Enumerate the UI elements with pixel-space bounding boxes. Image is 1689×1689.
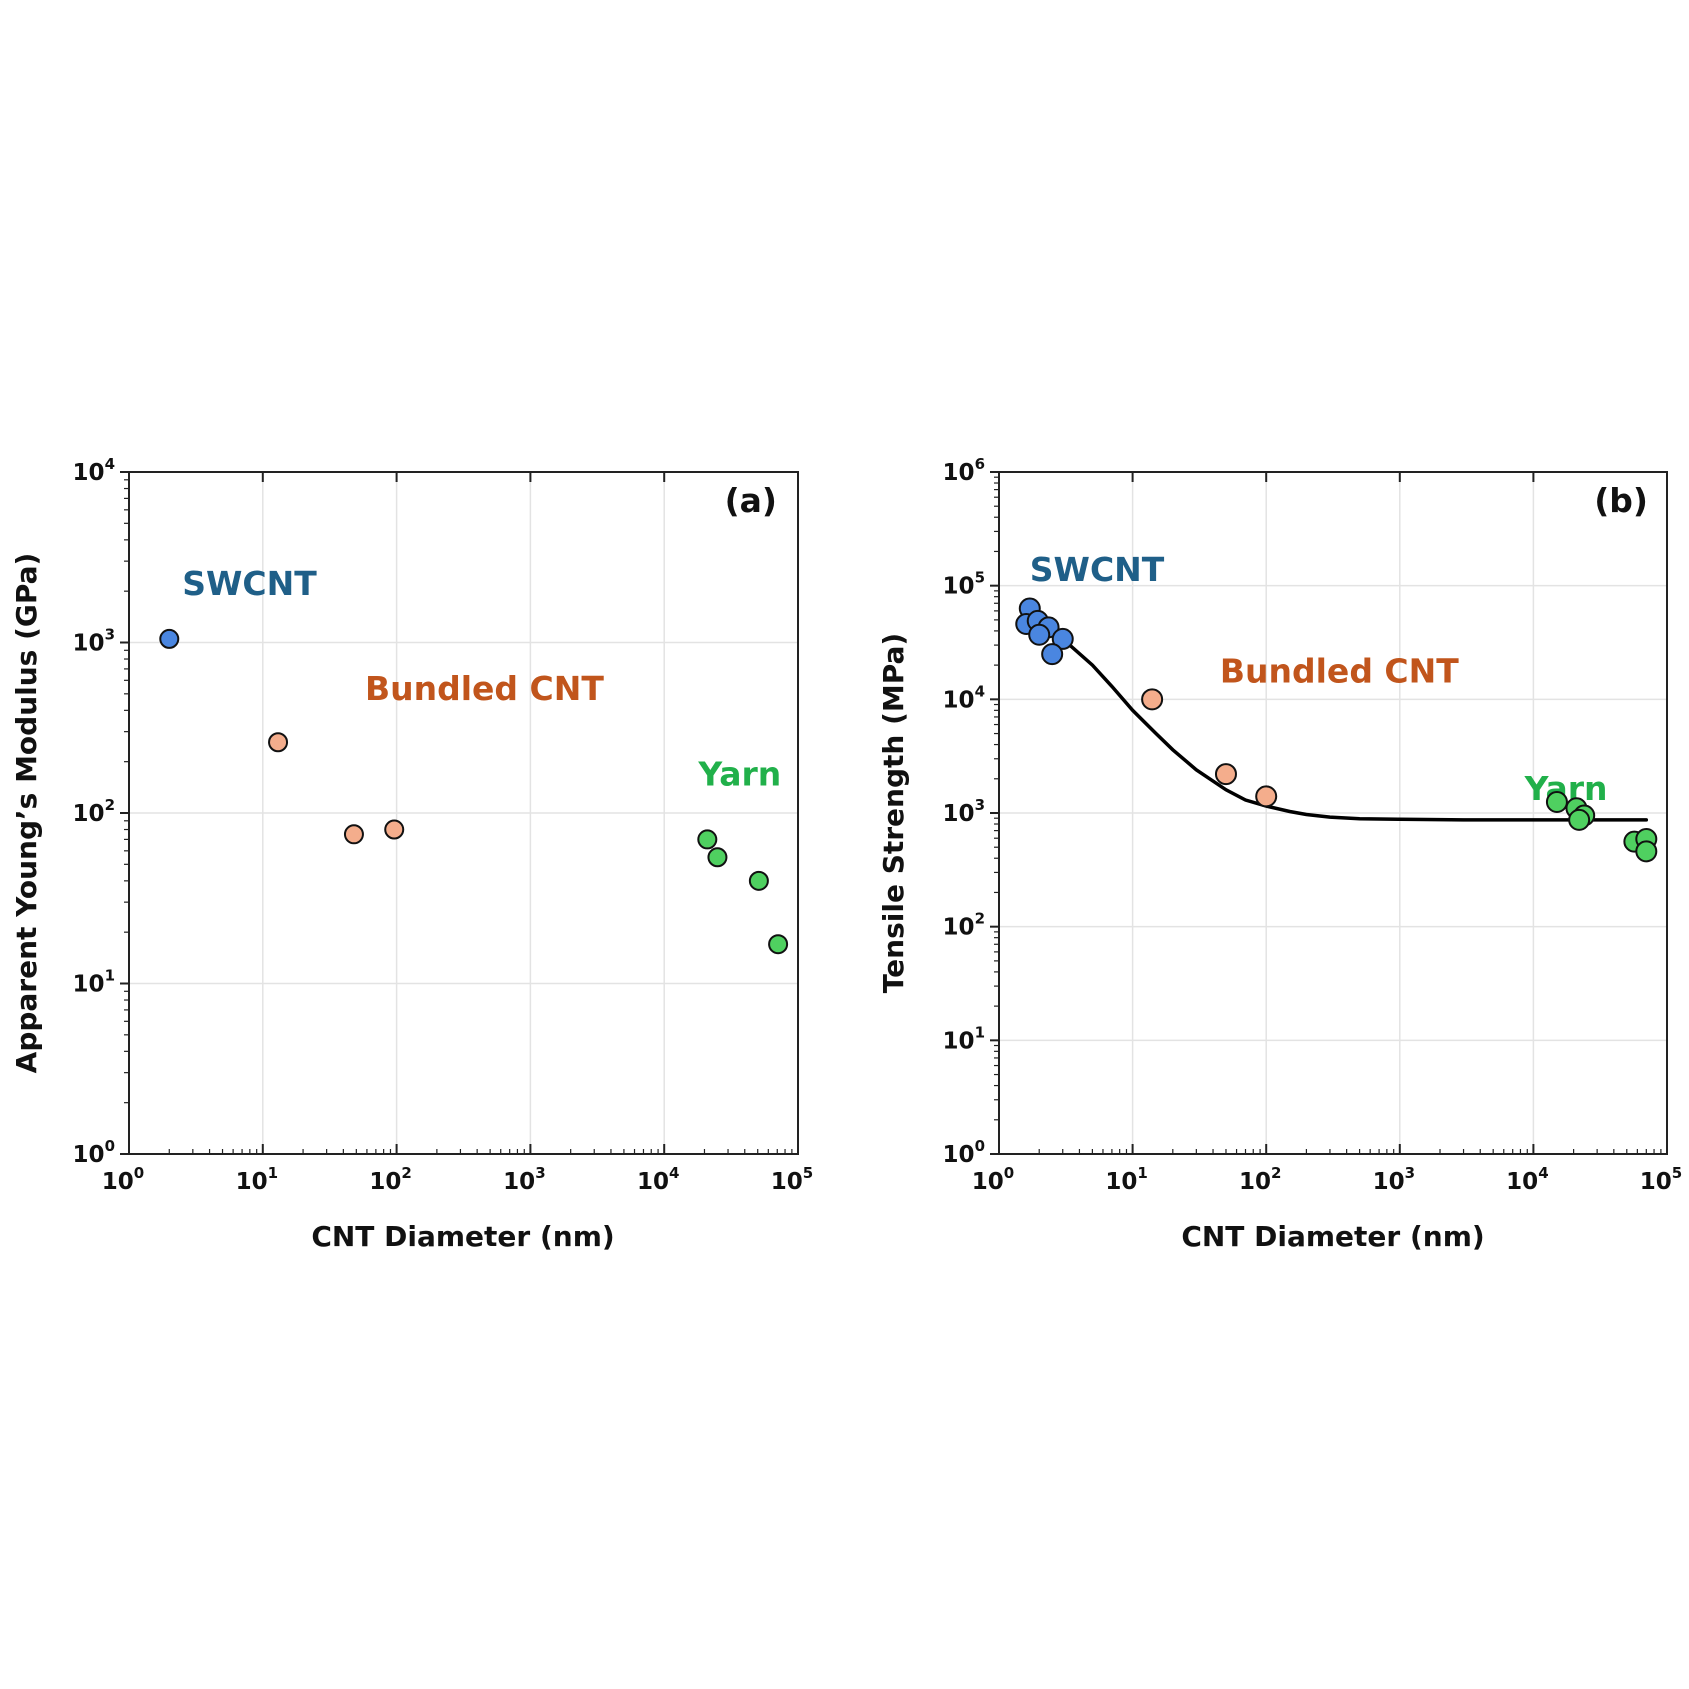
panel-a-y-tick-label-1: 101: [73, 967, 115, 998]
panel-b-data-points: [1015, 597, 1658, 863]
panel-b-x-tick-label-2: 102: [1239, 1164, 1281, 1195]
panel-b-point-swcnt-5: [1051, 627, 1074, 650]
panel-b-y-ticks: 100 101 102 103 104 105 106: [943, 455, 999, 1168]
panel-a-label-bundled-cnt: Bundled CNT: [365, 669, 604, 708]
panel-b-y-tick-label-2: 102: [943, 910, 985, 941]
panel-a-label-yarn: Yarn: [697, 754, 781, 793]
panel-a-point-bundled-cnt-0: [268, 732, 289, 753]
panel-a-y-tick-label-3: 103: [73, 626, 115, 657]
panel-b-group-labels: SWCNT Bundled CNT Yarn: [1030, 550, 1608, 808]
panel-a-data-points: [159, 628, 789, 955]
panel-a-point-yarn-3: [768, 934, 789, 955]
panel-b-point-bundled-cnt-2: [1255, 785, 1278, 808]
panel-b-y-tick-label-0: 100: [943, 1137, 985, 1168]
panel-a-y-tick-label-2: 102: [73, 796, 115, 827]
panel-b-point-yarn-0: [1545, 790, 1568, 813]
panel-b-y-tick-label-5: 105: [943, 569, 985, 600]
panel-b-x-tick-label-1: 101: [1105, 1164, 1147, 1195]
panel-b-y-tick-label-3: 103: [943, 796, 985, 827]
panel-b-fit-line: [1029, 614, 1649, 822]
panel-a-y-ticks: 100 101 102 103 104: [73, 455, 129, 1168]
panel-b-label: (b): [1594, 481, 1648, 520]
panel-b-point-yarn-3: [1568, 808, 1591, 831]
panel-b-point-swcnt-4: [1028, 623, 1051, 646]
panel-a-point-bundled-cnt-2: [384, 819, 405, 840]
panel-a-label: (a): [725, 481, 777, 520]
panel-b-label-bundled-cnt: Bundled CNT: [1220, 652, 1459, 691]
panel-a-x-tick-label-5: 105: [771, 1164, 813, 1195]
panel-b-y-axis-title: Tensile Strength (MPa): [877, 633, 910, 993]
panel-b-x-axis-title: CNT Diameter (nm): [1181, 1220, 1484, 1253]
panel-a-y-axis-title: Apparent Young’s Modulus (GPa): [10, 553, 43, 1074]
panel-b-x-tick-label-4: 104: [1506, 1164, 1548, 1195]
panel-b-x-tick-label-5: 105: [1640, 1164, 1682, 1195]
panel-a-label-swcnt: SWCNT: [182, 564, 317, 603]
panel-a-x-tick-label-0: 100: [102, 1164, 144, 1195]
panel-b-point-bundled-cnt-0: [1141, 688, 1164, 711]
panel-b-x-ticks: 100 101 102 103 104 105: [972, 472, 1682, 1195]
panel-a-point-bundled-cnt-1: [343, 824, 364, 845]
panel-b-point-swcnt-6: [1041, 643, 1064, 666]
panel-a-group-labels: SWCNT Bundled CNT Yarn: [182, 564, 781, 794]
panel-a-y-tick-label-0: 100: [73, 1137, 115, 1168]
panel-b-point-yarn-6: [1635, 840, 1658, 863]
panel-a-x-ticks: 100 101 102 103 104 105: [102, 472, 813, 1195]
panel-a-point-yarn-0: [697, 829, 718, 850]
panel-a-x-tick-label-3: 103: [503, 1164, 545, 1195]
panel-a-grid: [129, 472, 798, 1154]
panel-b-y-tick-label-6: 106: [943, 455, 985, 486]
panel-b-grid: [999, 472, 1667, 1154]
panel-a-point-swcnt-0: [159, 628, 180, 649]
panel-a-x-axis-title: CNT Diameter (nm): [311, 1220, 614, 1253]
panel-b-point-bundled-cnt-1: [1214, 763, 1237, 786]
panel-a-x-tick-label-1: 101: [236, 1164, 278, 1195]
panel-a-x-tick-label-4: 104: [637, 1164, 679, 1195]
panel-b-x-tick-label-3: 103: [1373, 1164, 1415, 1195]
panel-b-y-tick-label-4: 104: [943, 682, 985, 713]
panel-a-y-tick-label-4: 104: [73, 455, 115, 486]
panel-b-label-swcnt: SWCNT: [1030, 550, 1165, 589]
panel-b-y-tick-label-1: 101: [943, 1023, 985, 1054]
panel-a-youngs-modulus-chart: 100 101 102 103 104 105 100 101 102 103 104 (a) C…: [10, 455, 813, 1253]
panel-a-point-yarn-1: [707, 847, 728, 868]
panel-b-tensile-strength-chart: 100 101 102 103 104 105 100 101 102 103 104 105 106…: [877, 455, 1682, 1253]
panel-a-point-yarn-2: [748, 870, 769, 891]
panel-b-x-tick-label-0: 100: [972, 1164, 1014, 1195]
panel-a-x-tick-label-2: 102: [369, 1164, 411, 1195]
